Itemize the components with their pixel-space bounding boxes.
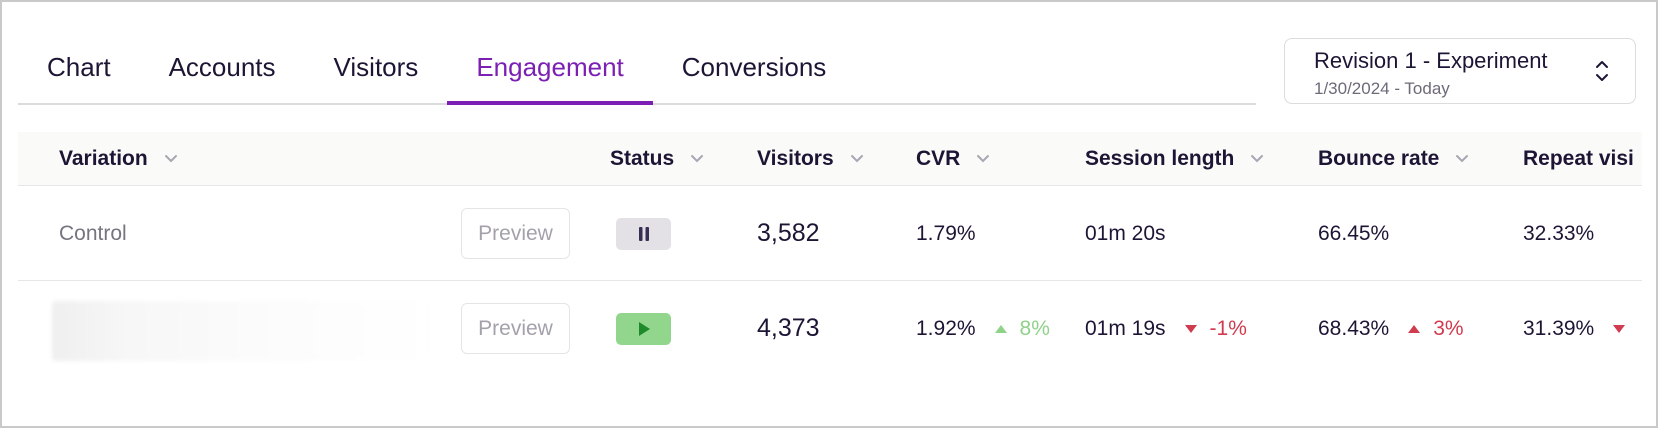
- tab-chart[interactable]: Chart: [47, 52, 111, 82]
- triangle-up-icon: [994, 324, 1007, 333]
- chevron-up-down-icon: [1596, 61, 1608, 81]
- table-row: Control Preview 3,582 1.79% 01m 20s 66.4…: [18, 186, 1642, 281]
- preview-button[interactable]: Preview: [461, 208, 570, 259]
- redacted-variation-name: [52, 301, 432, 361]
- variation-name: Control: [59, 221, 127, 245]
- status-toggle-running[interactable]: [616, 313, 671, 345]
- column-label: Bounce rate: [1318, 147, 1440, 170]
- table-row: Preview 4,373 1.92% 8% 01m 19s -1%: [18, 281, 1642, 376]
- cvr-value: 1.92%: [916, 316, 976, 340]
- visitors-value: 3,582: [757, 219, 820, 247]
- column-header-cvr[interactable]: CVR: [916, 132, 990, 186]
- cvr-cell: 1.92% 8%: [916, 281, 1050, 376]
- column-label: Status: [610, 147, 675, 170]
- bounce-rate-cell: 68.43% 3%: [1318, 281, 1464, 376]
- column-label: Variation: [59, 147, 148, 170]
- chevron-down-icon: [1251, 155, 1264, 163]
- chevron-down-icon: [1456, 155, 1469, 163]
- preview-button[interactable]: Preview: [461, 303, 570, 354]
- column-header-variation[interactable]: Variation: [59, 132, 178, 186]
- chevron-down-icon: [164, 155, 177, 163]
- bounce-rate-value: 68.43%: [1318, 316, 1390, 340]
- tab-visitors[interactable]: Visitors: [333, 52, 419, 82]
- repeat-visits-delta: [1612, 324, 1638, 334]
- chevron-down-icon: [977, 155, 990, 163]
- session-length-value: 01m 19s: [1085, 316, 1166, 340]
- chevron-down-icon: [691, 155, 704, 163]
- revision-select[interactable]: Revision 1 - Experiment 1/30/2024 - Toda…: [1284, 38, 1636, 104]
- tab-bar: Chart Accounts Visitors Engagement Conve…: [18, 32, 1256, 105]
- bounce-rate-delta: 3%: [1407, 316, 1464, 341]
- chevron-down-icon: [850, 155, 863, 163]
- tab-engagement[interactable]: Engagement: [447, 32, 654, 105]
- triangle-down-icon: [1613, 324, 1626, 333]
- column-label: Session length: [1085, 147, 1235, 170]
- session-length-delta: -1%: [1184, 317, 1247, 341]
- bounce-rate-value: 66.45%: [1318, 221, 1390, 245]
- repeat-visits-cell: 31.39%: [1523, 281, 1638, 376]
- play-icon: [638, 322, 650, 336]
- repeat-visits-value: 31.39%: [1523, 316, 1595, 340]
- session-length-value: 01m 20s: [1085, 221, 1166, 245]
- column-label: Visitors: [757, 147, 834, 170]
- repeat-visits-value: 32.33%: [1523, 221, 1595, 245]
- column-header-status[interactable]: Status: [610, 132, 704, 186]
- revision-date-range: 1/30/2024 - Today: [1314, 79, 1450, 98]
- triangle-up-icon: [1408, 324, 1421, 333]
- column-header-visitors[interactable]: Visitors: [757, 132, 864, 186]
- delta-value: 3%: [1433, 316, 1464, 340]
- tab-accounts[interactable]: Accounts: [168, 52, 276, 82]
- column-header-bounce-rate[interactable]: Bounce rate: [1318, 132, 1469, 186]
- revision-title: Revision 1 - Experiment: [1314, 48, 1548, 73]
- column-header-repeat-visits[interactable]: Repeat visi: [1523, 132, 1634, 186]
- delta-value: -1%: [1209, 316, 1247, 340]
- column-label: Repeat visi: [1523, 147, 1634, 170]
- pause-icon: [638, 227, 649, 241]
- delta-value: 8%: [1019, 316, 1050, 340]
- cvr-value: 1.79%: [916, 221, 976, 245]
- table-header: Variation Status Visitors CVR Session le…: [18, 132, 1642, 186]
- status-toggle-paused[interactable]: [616, 218, 671, 250]
- cvr-delta: 8%: [994, 317, 1050, 341]
- session-length-cell: 01m 19s -1%: [1085, 281, 1247, 376]
- column-label: CVR: [916, 147, 961, 170]
- visitors-value: 4,373: [757, 314, 820, 342]
- triangle-down-icon: [1184, 324, 1197, 333]
- column-header-session-length[interactable]: Session length: [1085, 132, 1264, 186]
- engagement-table: Variation Status Visitors CVR Session le…: [18, 132, 1642, 376]
- tab-conversions[interactable]: Conversions: [681, 52, 827, 82]
